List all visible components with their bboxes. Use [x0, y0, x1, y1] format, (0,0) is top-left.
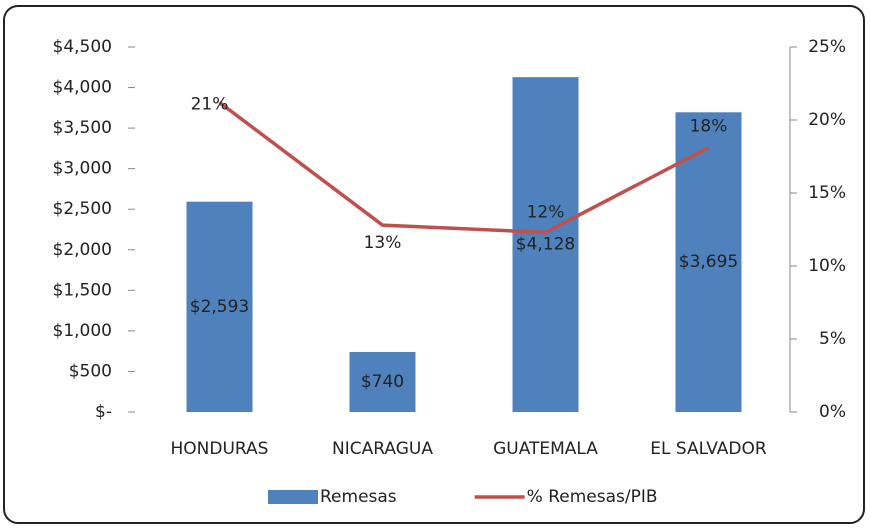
y2-tick-label: 0% — [819, 402, 846, 422]
y-tick-label: $2,500 — [53, 199, 112, 219]
legend-label: Remesas — [320, 487, 397, 507]
y2-tick-label: 10% — [808, 256, 846, 276]
line-value-label: 21% — [191, 94, 229, 114]
legend-swatch — [268, 490, 318, 504]
x-tick-label: NICARAGUA — [332, 439, 433, 459]
line-value-label: 12% — [527, 202, 565, 222]
line-value-label: 13% — [364, 233, 402, 253]
bar-value-label: $740 — [361, 372, 404, 392]
y-tick-label: $4,500 — [53, 37, 112, 57]
y-tick-label: $1,000 — [53, 321, 112, 341]
y-tick-label: $500 — [69, 361, 112, 381]
y2-tick-label: 5% — [819, 329, 846, 349]
x-tick-label: HONDURAS — [171, 439, 269, 459]
y-tick-label: $- — [95, 402, 112, 422]
y2-tick-label: 15% — [808, 183, 846, 203]
y-tick-label: $3,500 — [53, 118, 112, 138]
y-tick-label: $3,000 — [53, 159, 112, 179]
bar-value-label: $3,695 — [679, 252, 738, 272]
y-tick-label: $2,000 — [53, 240, 112, 260]
y-tick-label: $1,500 — [53, 280, 112, 300]
x-tick-label: GUATEMALA — [493, 439, 598, 459]
bar-value-label: $4,128 — [516, 235, 575, 255]
line-value-label: 18% — [690, 117, 728, 137]
bar-value-label: $2,593 — [190, 297, 249, 317]
y2-tick-label: 20% — [808, 110, 846, 130]
y-tick-label: $4,000 — [53, 78, 112, 98]
x-tick-label: EL SALVADOR — [650, 439, 767, 459]
y2-tick-label: 25% — [808, 37, 846, 57]
legend-label: % Remesas/PIB — [527, 487, 658, 507]
